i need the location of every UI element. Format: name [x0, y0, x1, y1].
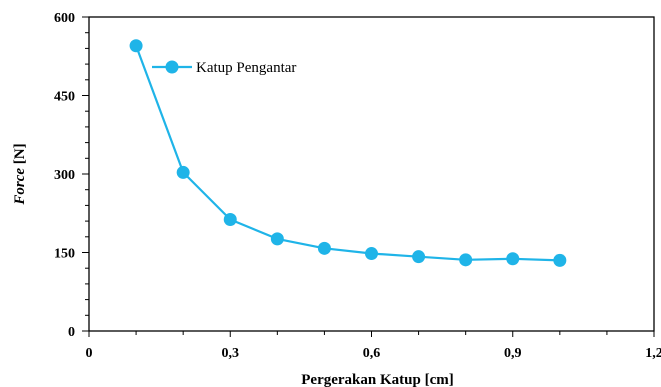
data-point: [553, 253, 567, 267]
x-axis-title: Pergerakan Katup [cm]: [301, 372, 453, 387]
data-point: [270, 232, 284, 246]
data-point: [365, 247, 378, 261]
x-ticks: 0 0,3 0,6 0,9 1,2: [86, 331, 661, 361]
x-tick-label: 0,9: [504, 346, 522, 361]
data-point: [459, 253, 473, 267]
y-axis-title: Force [N]: [12, 143, 28, 205]
data-point: [412, 250, 426, 264]
series-layer: [129, 39, 567, 267]
y-ticks: 0 150 300 450 600: [54, 11, 89, 340]
y-tick-label: 0: [68, 325, 75, 340]
legend: Katup Pengantar: [152, 60, 296, 76]
data-point: [223, 213, 237, 227]
x-tick-label: 0,3: [222, 346, 240, 361]
y-tick-label: 450: [54, 90, 75, 105]
data-point: [317, 241, 331, 255]
x-tick-label: 0: [86, 346, 93, 361]
data-point: [506, 252, 520, 266]
x-tick-label: 0,6: [363, 346, 381, 361]
data-point: [176, 165, 190, 179]
series-line: [135, 45, 560, 262]
legend-label: Katup Pengantar: [196, 60, 296, 76]
legend-marker: [165, 60, 179, 74]
y-tick-label: 600: [54, 11, 75, 26]
y-tick-label: 300: [54, 168, 75, 183]
y-tick-label: 150: [54, 247, 75, 262]
y-axis-title-quantity: Force: [12, 168, 28, 206]
y-axis-title-unit-text: [N]: [12, 143, 28, 164]
x-tick-label: 1,2: [645, 346, 661, 361]
data-point: [129, 39, 143, 53]
